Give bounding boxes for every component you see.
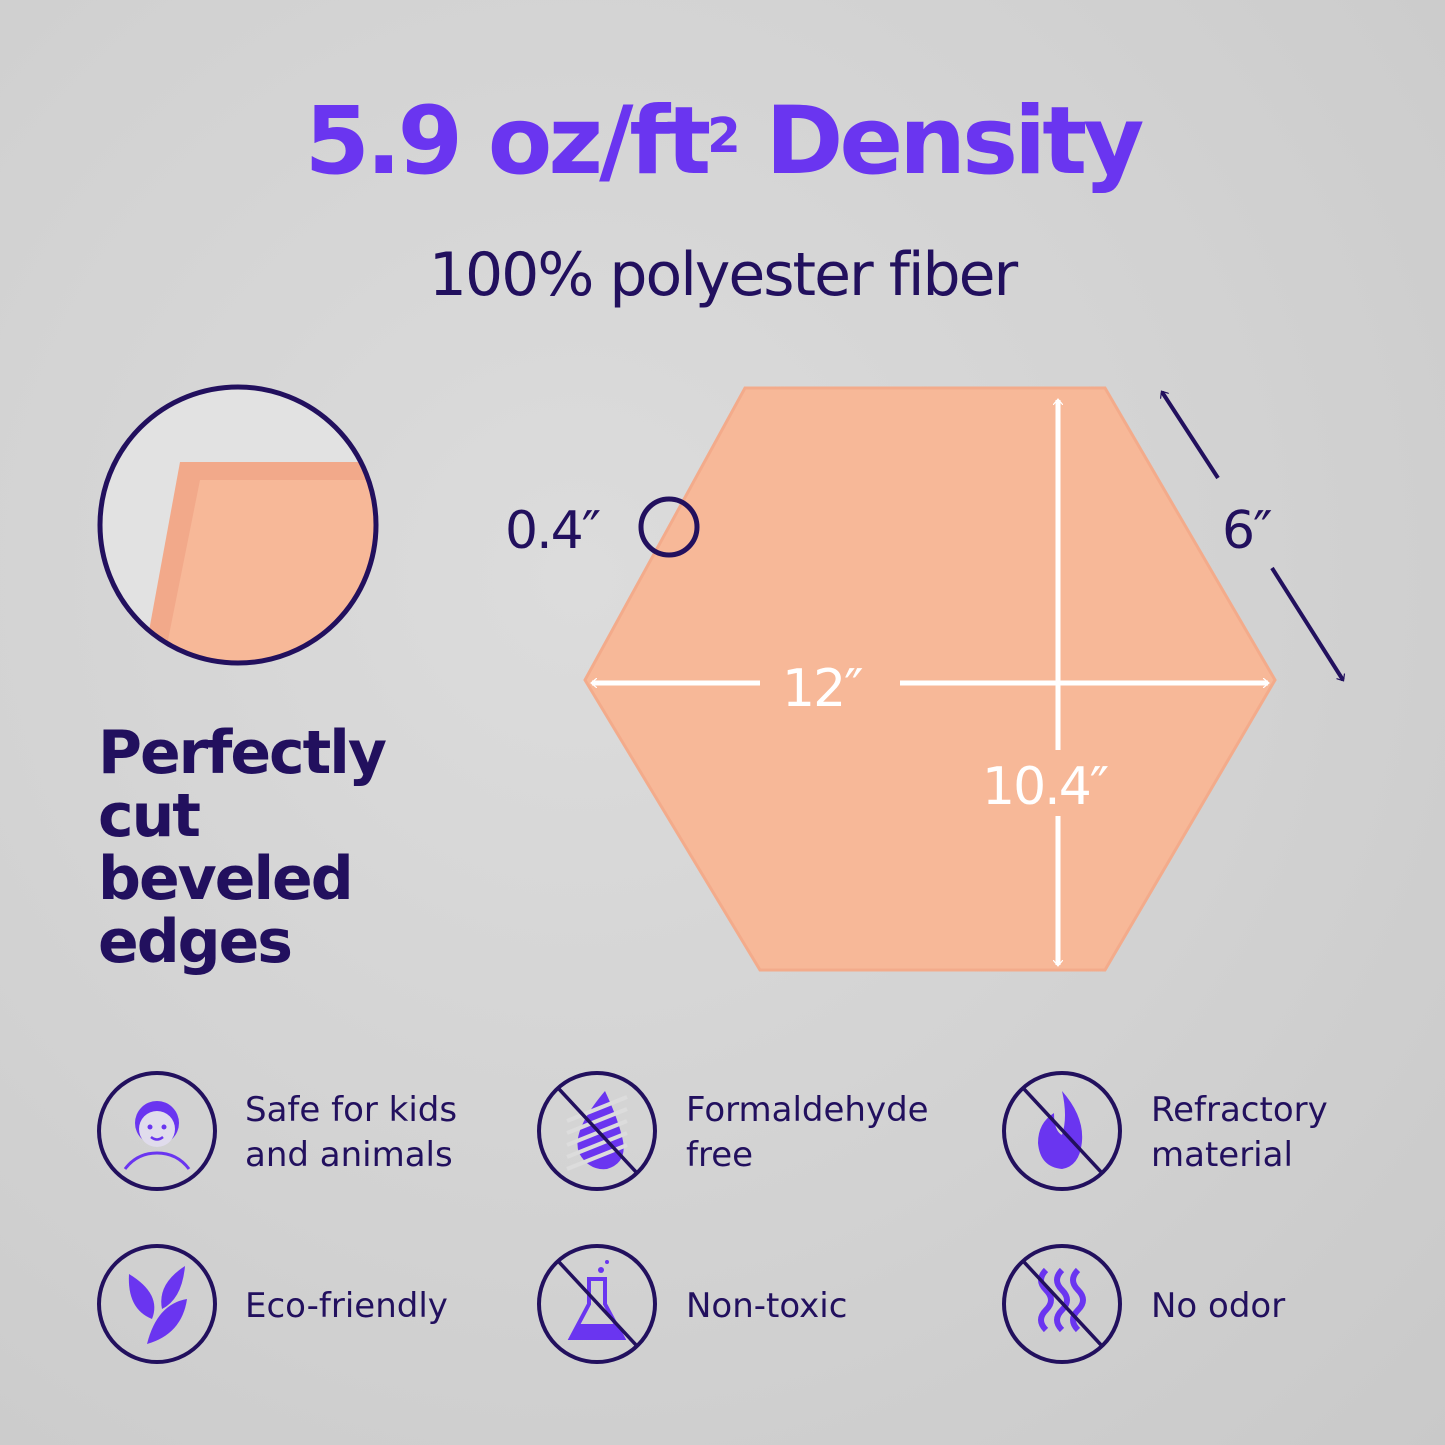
no-toxic-flask-icon	[537, 1244, 657, 1364]
feature-icons	[97, 1071, 1122, 1364]
side-arrow	[1162, 392, 1220, 480]
no-fire-icon	[1002, 1071, 1122, 1191]
feature-line: free	[686, 1135, 754, 1175]
title-superscript: 2	[707, 108, 740, 164]
leaves-icon	[97, 1244, 217, 1364]
thickness-label: 0.4″	[505, 501, 601, 561]
feature-label-eco: Eco-friendly	[245, 1284, 495, 1329]
bevel-line: edges	[98, 907, 293, 977]
width-label: 12″	[782, 659, 863, 719]
subtitle: 100% polyester fiber	[428, 240, 1018, 310]
bevel-closeup	[97, 384, 379, 666]
feature-label-formaldehyde: Formaldehyde free	[686, 1088, 936, 1178]
no-formaldehyde-drop-icon	[537, 1071, 657, 1191]
feature-label-kids: Safe for kids and animals	[245, 1088, 495, 1178]
bevel-caption: Perfectly cut beveled edges	[98, 718, 387, 977]
feature-line: Non-toxic	[686, 1286, 848, 1326]
title-end: Density	[736, 87, 1144, 196]
thickness-circle-icon	[638, 496, 700, 558]
feature-line: Refractory	[1151, 1090, 1328, 1130]
feature-label-nontoxic: Non-toxic	[686, 1284, 936, 1329]
side-label: 6″	[1222, 501, 1272, 561]
hexagon-panel	[583, 386, 1277, 972]
bevel-line: cut	[98, 781, 201, 851]
bevel-line: beveled	[98, 844, 354, 914]
feature-line: and animals	[245, 1135, 453, 1175]
child-face-icon	[97, 1071, 217, 1191]
side-arrow-lower	[1270, 566, 1343, 680]
bevel-line: Perfectly	[98, 718, 387, 788]
feature-label-refractory: Refractory material	[1151, 1088, 1401, 1178]
feature-line: material	[1151, 1135, 1293, 1175]
feature-line: Formaldehyde	[686, 1090, 929, 1130]
feature-label-odor: No odor	[1151, 1284, 1401, 1329]
page-title: 5.9 oz/ft2 Density	[0, 82, 1445, 202]
feature-line: Eco-friendly	[245, 1286, 448, 1326]
feature-line: No odor	[1151, 1286, 1286, 1326]
no-odor-icon	[1002, 1244, 1122, 1364]
feature-line: Safe for kids	[245, 1090, 458, 1130]
height-label: 10.4″	[982, 757, 1109, 817]
title-main: 5.9 oz/ft	[304, 87, 712, 196]
